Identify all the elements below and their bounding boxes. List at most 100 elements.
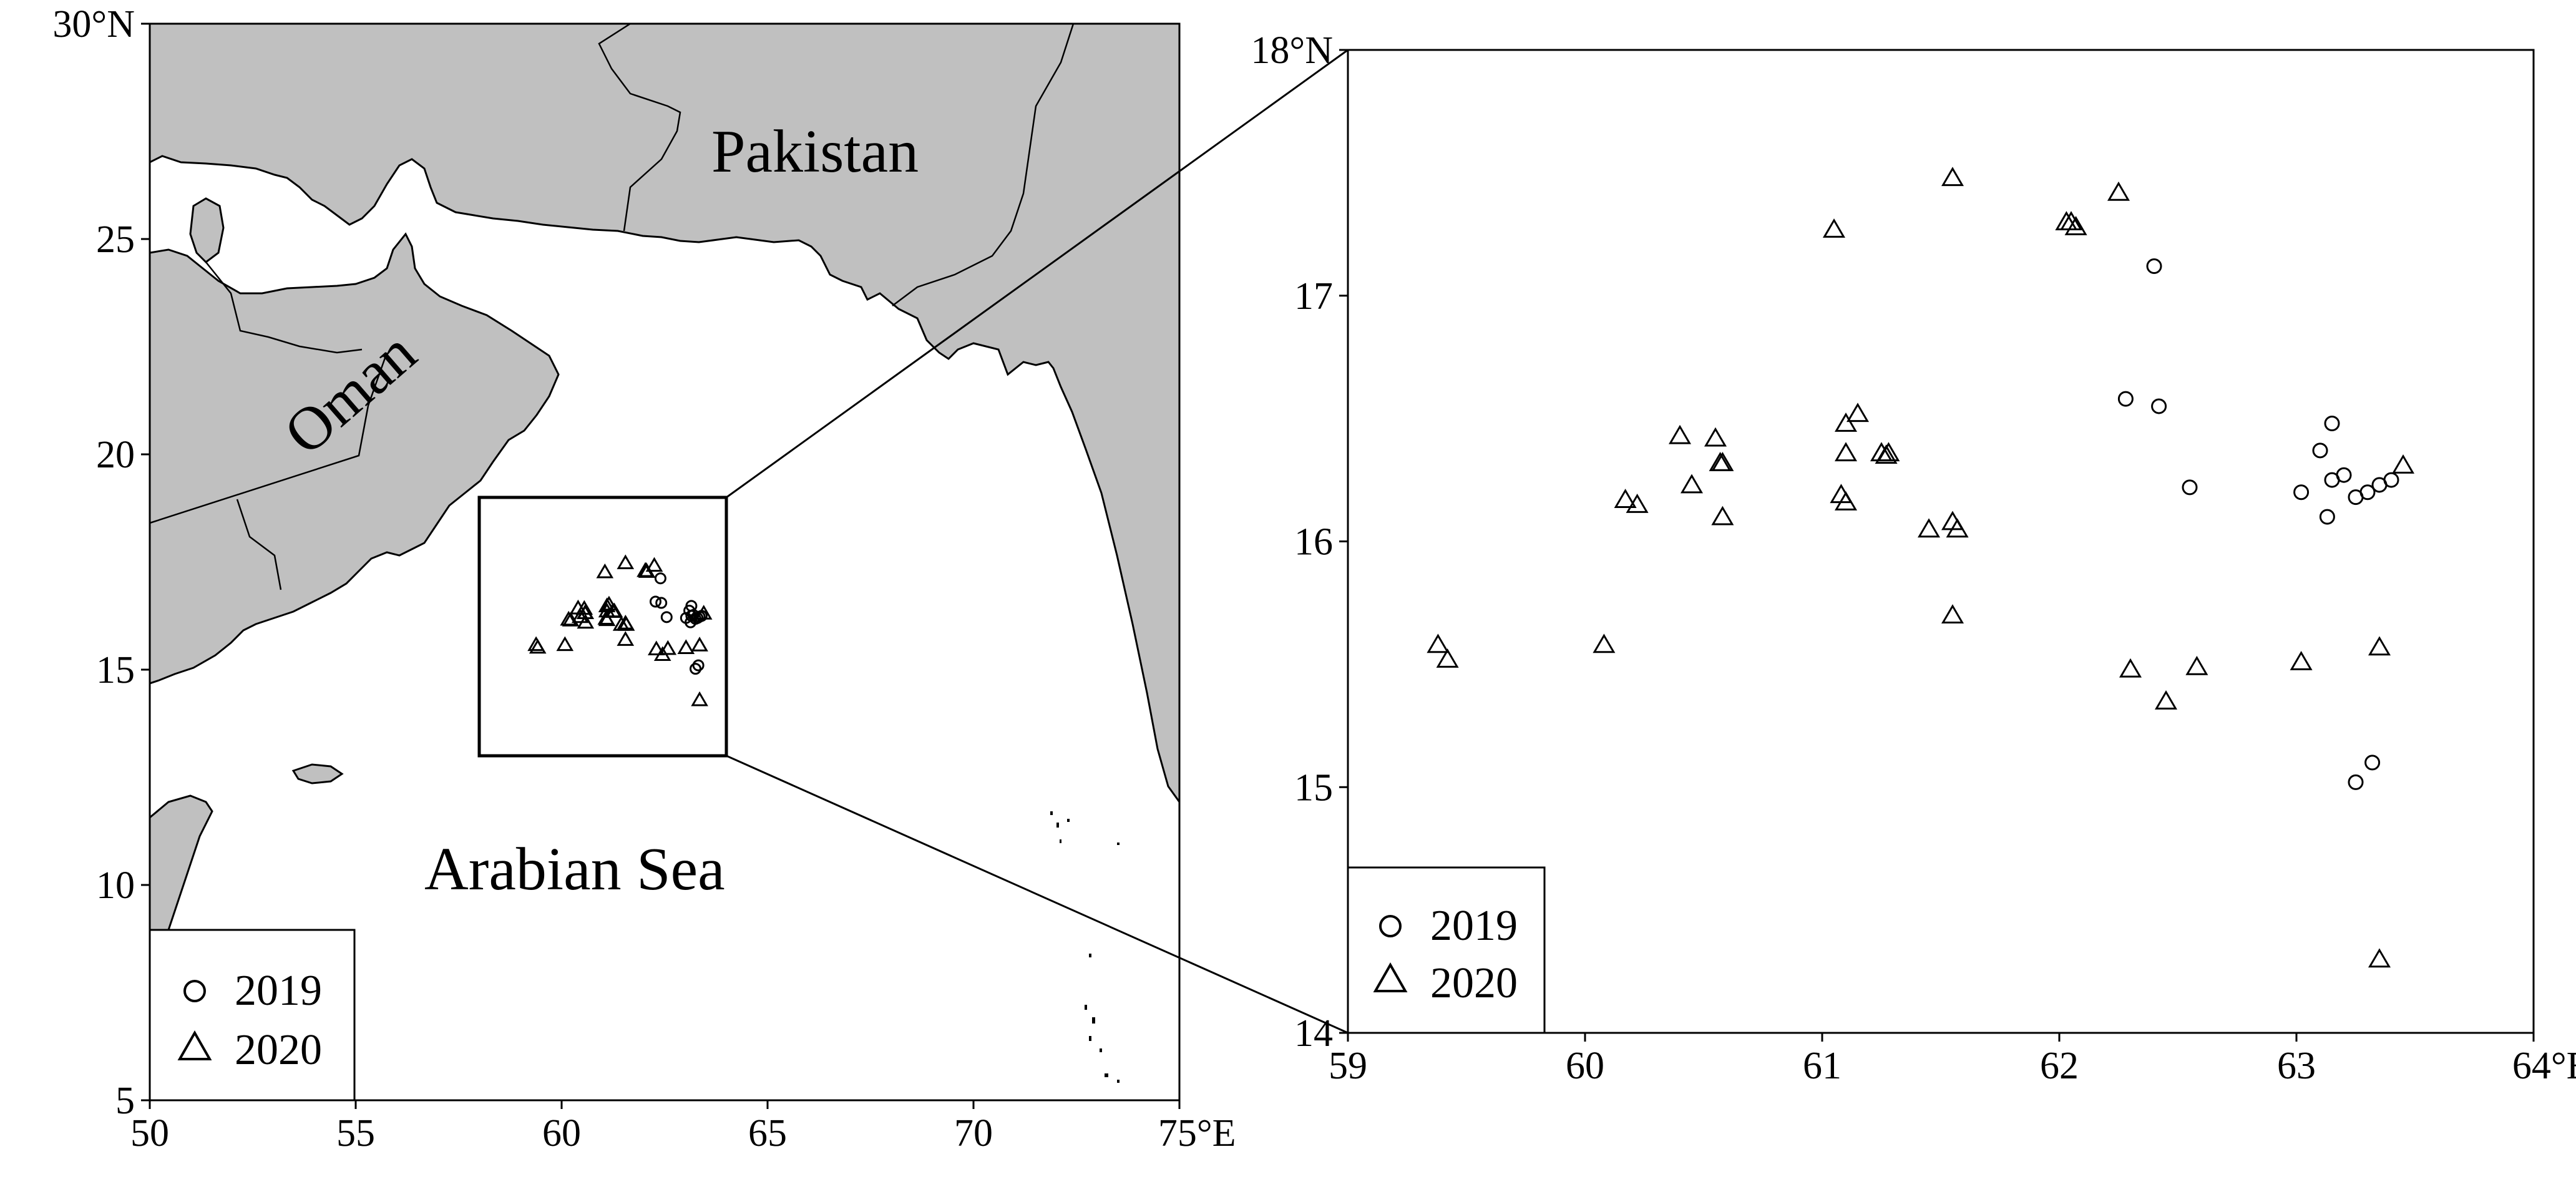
station-2019 bbox=[2312, 442, 2328, 459]
overview-x-tick-label: 70 bbox=[954, 1112, 993, 1155]
detail-y-tick-label: 18°N bbox=[1251, 29, 1333, 72]
station-2019 bbox=[649, 595, 661, 608]
station-2019 bbox=[2146, 258, 2162, 274]
land-socotra bbox=[291, 763, 344, 784]
station-2020 bbox=[1846, 403, 1870, 423]
station-2019 bbox=[654, 572, 666, 585]
station-2019 bbox=[2348, 774, 2364, 790]
station-2019 bbox=[692, 659, 705, 672]
station-2020 bbox=[571, 608, 589, 623]
station-2019 bbox=[2319, 509, 2335, 525]
station-2020 bbox=[2368, 636, 2391, 656]
overview-frame bbox=[149, 22, 1181, 1102]
detail-frame bbox=[1347, 49, 2535, 1034]
legend-2020-triangle-icon bbox=[1373, 962, 1408, 992]
station-2020 bbox=[637, 562, 655, 577]
legend-2020-label: 2020 bbox=[1430, 959, 1518, 1007]
station-2020 bbox=[617, 631, 635, 646]
station-2020 bbox=[1427, 633, 1450, 653]
station-2020 bbox=[691, 637, 708, 652]
border-iran-pakistan bbox=[598, 24, 681, 232]
station-2019 bbox=[685, 616, 697, 628]
detail-y-tick-label: 14 bbox=[1294, 1012, 1333, 1055]
station-2020 bbox=[529, 638, 547, 654]
station-2020 bbox=[577, 613, 595, 629]
station-2020 bbox=[1917, 518, 1941, 538]
station-2020 bbox=[2154, 690, 2178, 710]
overview-legend: 2019 2020 bbox=[149, 929, 356, 1102]
station-2020 bbox=[1946, 518, 1969, 538]
station-2020 bbox=[1680, 474, 1704, 494]
land-arabia-oman bbox=[150, 232, 560, 685]
station-2020 bbox=[1834, 442, 1858, 462]
detail-x-tick-label: 64°E bbox=[2512, 1045, 2576, 1087]
station-2019 bbox=[2383, 472, 2399, 488]
station-2020 bbox=[645, 557, 663, 572]
station-2019 bbox=[2359, 484, 2376, 501]
station-2020 bbox=[2119, 658, 2142, 678]
station-2020 bbox=[1436, 648, 1459, 668]
overview-landmass bbox=[150, 24, 1179, 1083]
overview-y-tick-label: 25 bbox=[96, 218, 135, 261]
overview-y-tick-label: 20 bbox=[96, 434, 135, 476]
station-2020 bbox=[1711, 452, 1734, 471]
border-pakistan-india bbox=[892, 24, 1075, 306]
station-2020 bbox=[647, 640, 665, 656]
station-2020 bbox=[556, 636, 574, 652]
station-2020 bbox=[1834, 413, 1858, 432]
connector-bottom bbox=[726, 755, 1349, 1034]
overview-x-tick-label: 60 bbox=[542, 1112, 581, 1155]
label-arabian-sea: Arabian Sea bbox=[424, 836, 725, 903]
connector-top bbox=[726, 49, 1349, 499]
station-2020 bbox=[2391, 454, 2415, 474]
station-2019 bbox=[2364, 755, 2381, 771]
overview-y-tick-label: 10 bbox=[96, 864, 135, 907]
station-2020 bbox=[560, 610, 578, 626]
station-2019 bbox=[690, 663, 701, 675]
border-uae-saudi bbox=[205, 261, 363, 354]
detail-x-tick-label: 62 bbox=[2040, 1045, 2079, 1087]
detail-y-tick-label: 17 bbox=[1294, 275, 1333, 318]
border-oman-saudi bbox=[150, 352, 388, 524]
detail-axes: 59 60 61 62 63 64°E 14 15 16 17 18°N bbox=[1251, 29, 2576, 1087]
islands-lakshadweep-maldives bbox=[1050, 811, 1120, 1083]
legend-2020-label: 2020 bbox=[235, 1026, 322, 1074]
detail-x-tick-label: 60 bbox=[1566, 1045, 1604, 1087]
station-2020 bbox=[2059, 211, 2083, 231]
detail-x-tick-label: 63 bbox=[2277, 1045, 2316, 1087]
overview-y-tick-label: 15 bbox=[96, 649, 135, 691]
station-2019 bbox=[2117, 391, 2134, 407]
overview-y-tick-label: 30°N bbox=[52, 3, 135, 46]
station-2020 bbox=[1822, 218, 1846, 238]
station-2020 bbox=[659, 640, 677, 655]
station-2020 bbox=[2107, 181, 2130, 201]
station-2020 bbox=[1704, 427, 1727, 447]
station-2020 bbox=[596, 563, 614, 579]
station-2019 bbox=[2151, 398, 2167, 414]
detail-legend: 2019 2020 bbox=[1347, 866, 1546, 1034]
land-iran-pakistan-india bbox=[150, 24, 1179, 804]
station-2019 bbox=[2182, 479, 2198, 496]
station-2020 bbox=[1593, 633, 1616, 653]
station-2020 bbox=[605, 602, 623, 618]
station-2020 bbox=[1834, 491, 1858, 511]
legend-2020-triangle-icon bbox=[177, 1030, 212, 1060]
overview-x-tick-label: 75°E bbox=[1158, 1112, 1236, 1155]
label-pakistan: Pakistan bbox=[711, 118, 919, 185]
station-2019 bbox=[2293, 484, 2310, 501]
zoom-connectors bbox=[726, 49, 1349, 1034]
border-oman-yemen bbox=[236, 499, 282, 590]
station-2020 bbox=[598, 611, 616, 627]
detail-y-tick-label: 16 bbox=[1294, 521, 1333, 564]
station-2020 bbox=[575, 600, 593, 615]
overview-axes: 50 55 60 65 70 75°E 5 10 15 20 25 30°N bbox=[52, 3, 1236, 1155]
station-2020 bbox=[1877, 442, 1900, 462]
detail-x-tick-label: 61 bbox=[1803, 1045, 1842, 1087]
station-2020 bbox=[695, 605, 713, 620]
station-2020 bbox=[1668, 424, 1692, 444]
overview-y-tick-label: 5 bbox=[115, 1080, 135, 1122]
detail-x-tick-label: 59 bbox=[1329, 1045, 1367, 1087]
legend-2019-circle-icon bbox=[183, 980, 206, 1002]
station-2020 bbox=[1711, 506, 1734, 525]
